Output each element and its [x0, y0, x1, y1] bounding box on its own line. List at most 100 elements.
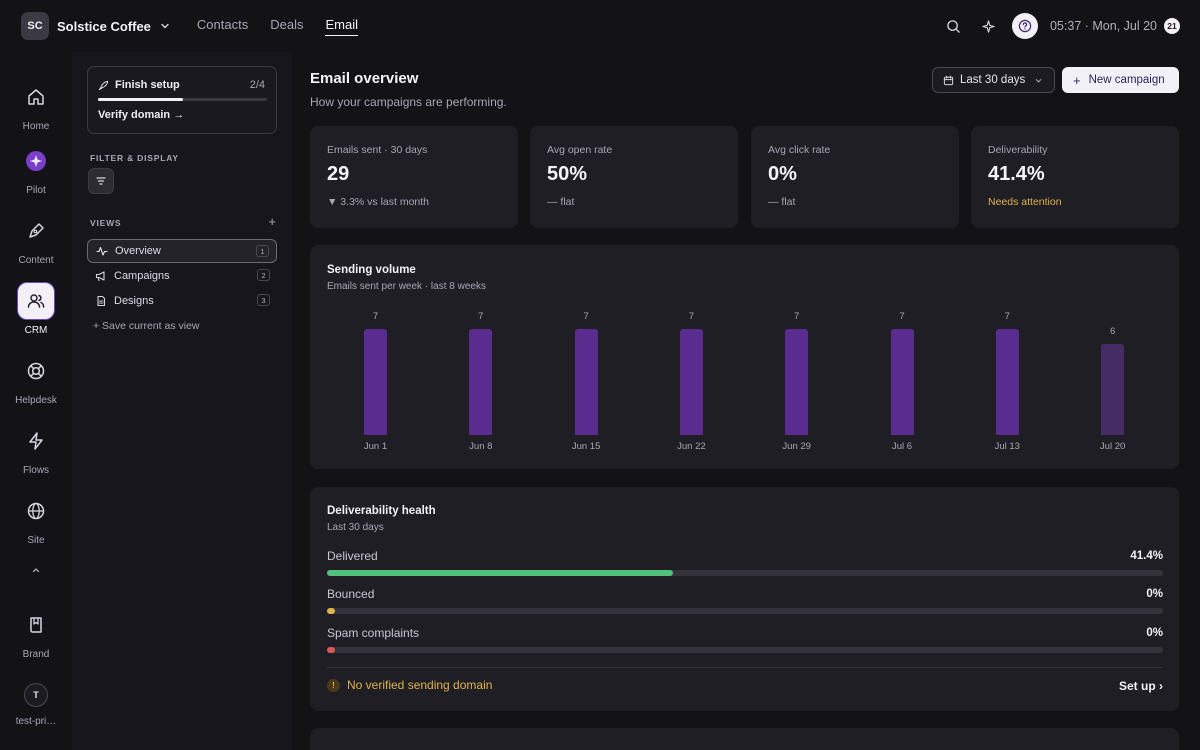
date-range-select[interactable]: Last 30 days	[932, 67, 1055, 93]
pen-icon	[17, 212, 55, 250]
bar-category-label: Jun 22	[677, 441, 706, 452]
stat-card-open-rate: Avg open rate 50% — flat	[530, 126, 738, 228]
health-bar-delivered	[327, 570, 1163, 576]
volume-bar[interactable]	[469, 329, 493, 435]
plus-icon: +	[1073, 72, 1081, 88]
stat-note: — flat	[547, 196, 575, 208]
rail-item-home[interactable]: Home	[0, 78, 72, 132]
stat-label: Deliverability	[988, 144, 1048, 156]
rail-label: Home	[22, 121, 50, 132]
view-label: Designs	[114, 295, 154, 307]
nav-contacts[interactable]: Contacts	[196, 16, 249, 32]
warning-text: No verified sending domain	[347, 678, 493, 692]
top-bar: SC Solstice Coffee Contacts Deals Email …	[0, 0, 1200, 52]
health-value-bounced: 0%	[1146, 588, 1163, 600]
view-item-overview[interactable]: Overview 1	[87, 239, 277, 263]
rail-item-pilot[interactable]: Pilot	[0, 142, 72, 196]
domain-warning: ! No verified sending domain	[327, 678, 492, 692]
rail-collapse-button[interactable]	[0, 565, 72, 575]
health-value-delivered: 41.4%	[1130, 550, 1163, 562]
next-card	[310, 728, 1179, 750]
rail-label: Helpdesk	[15, 395, 57, 406]
rail-label: test-pri…	[15, 716, 57, 727]
view-item-campaigns[interactable]: Campaigns 2	[87, 264, 277, 288]
warning-icon: !	[327, 678, 340, 692]
stat-card-click-rate: Avg click rate 0% — flat	[751, 126, 959, 228]
health-bar-fill	[327, 608, 335, 614]
activity-icon	[95, 245, 108, 258]
finish-setup-card[interactable]: Finish setup 2/4 Verify domain →	[87, 66, 277, 134]
users-icon	[17, 282, 55, 320]
health-bar-bounced	[327, 608, 1163, 614]
volume-bar[interactable]	[364, 329, 387, 435]
rail-item-crm[interactable]: CRM	[0, 282, 72, 336]
megaphone-icon	[94, 270, 107, 283]
view-count: 3	[257, 294, 270, 306]
rail-label: Brand	[22, 649, 50, 660]
view-count: 1	[256, 245, 269, 257]
rail-item-helpdesk[interactable]: Helpdesk	[0, 352, 72, 406]
stat-note: ▼ 3.3% vs last month	[327, 196, 430, 208]
stat-label: Avg open rate	[547, 144, 613, 156]
health-label-spam: Spam complaints	[327, 626, 420, 640]
verify-domain-link[interactable]: Verify domain →	[98, 109, 185, 121]
bar-category-label: Jul 13	[994, 441, 1020, 452]
filter-icon	[95, 175, 107, 187]
volume-bar[interactable]	[890, 329, 914, 435]
card-subtitle: Emails sent per week · last 8 weeks	[327, 281, 486, 292]
rail-item-account[interactable]: T test-pri…	[0, 683, 72, 727]
views-label: VIEWS	[90, 218, 122, 228]
setup-title: Finish setup	[98, 79, 180, 91]
health-label-bounced: Bounced	[327, 587, 375, 601]
main-content: Email overview How your campaigns are pe…	[292, 52, 1200, 750]
bar-value-label: 7	[899, 311, 905, 322]
rail-item-content[interactable]: Content	[0, 212, 72, 266]
nav-deals[interactable]: Deals	[270, 16, 304, 32]
help-button[interactable]	[1011, 13, 1038, 39]
side-panel: Finish setup 2/4 Verify domain → FILTER …	[72, 52, 292, 750]
volume-bar[interactable]	[574, 329, 598, 435]
card-subtitle: Last 30 days	[327, 522, 384, 533]
set-up-link[interactable]: Set up ›	[1119, 679, 1163, 693]
filter-display-label: FILTER & DISPLAY	[90, 153, 179, 163]
search-icon[interactable]	[940, 12, 968, 40]
view-label: Overview	[115, 245, 161, 257]
volume-bar[interactable]	[679, 329, 703, 435]
bar-category-label: Jun 8	[469, 441, 493, 452]
save-view-link[interactable]: + Save current as view	[93, 320, 200, 332]
left-rail: Home Pilot Content CRM Helpdesk Flows	[0, 52, 72, 750]
health-bar-spam	[327, 647, 1163, 653]
bar-value-label: 7	[794, 311, 800, 322]
divider	[327, 667, 1163, 668]
new-campaign-label: New campaign	[1088, 74, 1165, 86]
rail-item-brand[interactable]: Brand	[0, 606, 72, 660]
filter-button[interactable]	[88, 168, 114, 194]
stat-card-emails-sent: Emails sent · 30 days 29 ▼ 3.3% vs last …	[310, 126, 518, 228]
stat-note: — flat	[768, 196, 796, 208]
rail-label: Content	[18, 255, 54, 266]
rail-label: Flows	[22, 465, 50, 476]
volume-bar[interactable]	[995, 329, 1019, 435]
rail-item-flows[interactable]: Flows	[0, 422, 72, 476]
setup-count: 2/4	[249, 79, 265, 91]
calendar-icon	[943, 75, 954, 86]
nav-email[interactable]: Email	[325, 17, 358, 36]
volume-bar[interactable]	[1101, 344, 1125, 435]
rail-label: Pilot	[26, 185, 46, 196]
chevron-down-icon	[1034, 76, 1043, 85]
top-right-controls: 05:37 · Mon, Jul 20 21	[940, 12, 1180, 40]
view-item-designs[interactable]: Designs 3	[87, 289, 277, 313]
new-campaign-button[interactable]: + New campaign	[1062, 67, 1179, 93]
rail-item-site[interactable]: Site	[0, 492, 72, 546]
volume-bar[interactable]	[785, 329, 809, 435]
stat-label: Avg click rate	[768, 144, 831, 156]
sparkle-icon[interactable]	[975, 12, 1003, 40]
view-count: 2	[257, 269, 270, 281]
org-switcher[interactable]: SC Solstice Coffee	[21, 12, 170, 40]
notification-badge[interactable]: 21	[1164, 18, 1180, 34]
question-icon	[1018, 19, 1032, 33]
add-view-button[interactable]: +	[268, 214, 276, 229]
bolt-icon	[17, 422, 55, 460]
card-title: Sending volume	[327, 264, 416, 276]
setup-progress	[98, 98, 267, 101]
